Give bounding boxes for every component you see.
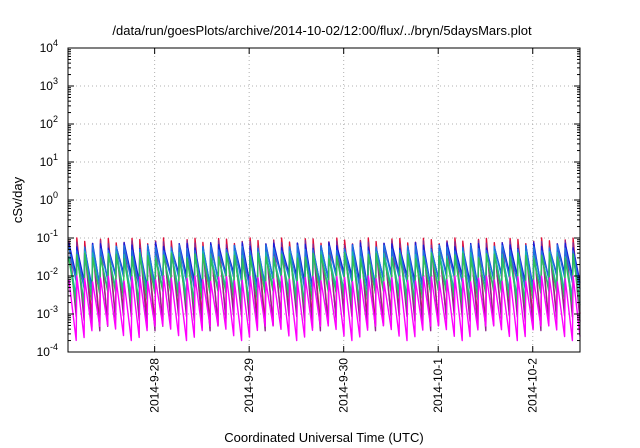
chart-title: /data/run/goesPlots/archive/2014-10-02/1… [112, 23, 532, 38]
y-tick-label: 102 [40, 114, 58, 131]
ticks: 10-4 10-3 10-2 10-1 100 101 102 103 104 2014-9-28… [37, 38, 580, 413]
y-tick-label: 103 [40, 76, 58, 93]
x-tick-label: 2014-9-28 [148, 358, 162, 413]
x-axis-label: Coordinated Universal Time (UTC) [224, 430, 423, 445]
x-tick-label: 2014-9-30 [337, 358, 351, 413]
data-series-line [68, 252, 581, 307]
y-axis-label: cSv/day [10, 176, 25, 223]
y-tick-label: 10-4 [37, 342, 58, 359]
series-layer [68, 237, 581, 342]
y-tick-label: 100 [40, 190, 58, 207]
data-series-line [68, 275, 581, 342]
x-tick-label: 2014-9-29 [242, 358, 256, 413]
x-tick-label: 2014-10-2 [526, 358, 540, 413]
y-tick-label: 10-2 [37, 266, 58, 283]
y-tick-label: 10-1 [37, 228, 58, 245]
y-tick-label: 10-3 [37, 304, 58, 321]
y-tick-label: 101 [40, 152, 58, 169]
x-tick-label: 2014-10-1 [431, 358, 445, 413]
y-tick-label: 104 [40, 38, 58, 55]
